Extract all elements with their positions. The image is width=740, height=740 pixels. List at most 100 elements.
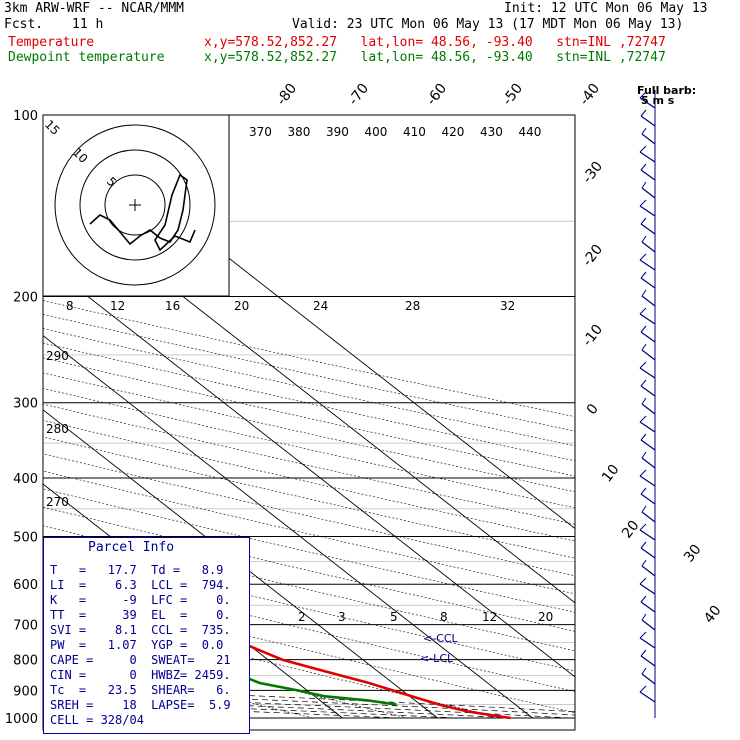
temperature-tick-label: -80 [274, 81, 301, 109]
wind-barb-flag [639, 577, 647, 585]
wind-barb-flag [640, 541, 647, 549]
temperature-tick-label: 20 [619, 518, 643, 542]
wind-barb [641, 511, 656, 523]
theta-label: 430 [480, 125, 503, 139]
wind-barb [640, 223, 656, 235]
temperature-tick-label: -60 [424, 81, 451, 109]
theta-left-label: 290 [46, 349, 69, 363]
parcel-row: CIN = 0 HWBZ= 2459. [50, 668, 231, 682]
theta-label: 410 [403, 125, 426, 139]
wind-barb [639, 259, 656, 271]
wind-barb-flag [641, 451, 647, 459]
hodograph-ring [79, 149, 191, 261]
wind-barb-flag [639, 361, 647, 369]
wind-barb [641, 241, 656, 253]
theta-label: 440 [519, 125, 542, 139]
mixing-ratio-label: 20 [538, 610, 553, 624]
temperature-tick-label: -20 [580, 242, 607, 270]
parcel-info-title: Parcel Info [88, 540, 175, 555]
wind-barb-flag [641, 397, 647, 405]
wind-barb-flag [640, 109, 647, 117]
wind-barb-flag [639, 685, 647, 693]
mixing-ratio-label: 2 [298, 610, 306, 624]
wind-barb [640, 439, 656, 451]
theta-label: 400 [365, 125, 388, 139]
wind-barb-flag [641, 505, 647, 513]
hodograph-ring [104, 174, 166, 236]
mixing-ratio-label: 8 [66, 299, 74, 313]
pressure-tick-label: 100 [13, 109, 38, 124]
wind-barb [640, 277, 656, 289]
wind-barb [641, 457, 656, 469]
wind-barb-flag [641, 181, 647, 189]
theta-left-label: 280 [46, 422, 69, 436]
wind-barb [639, 421, 656, 433]
wind-barb-flag [639, 523, 647, 531]
dry-adiabat-line [43, 506, 575, 632]
temperature-tick-label: -70 [346, 81, 373, 109]
wind-barb-flag [639, 469, 647, 477]
isotherm-line [43, 409, 438, 719]
parcel-row: CAPE = 0 SWEAT= 21 [50, 653, 231, 667]
wind-barb-flag [640, 217, 647, 225]
pressure-tick-label: 700 [13, 619, 38, 634]
pressure-tick-label: 900 [13, 684, 38, 699]
wind-barb [640, 115, 656, 127]
mixing-ratio-label: 12 [110, 299, 125, 313]
parcel-row: TT = 39 EL = 0. [50, 608, 231, 622]
wind-barb-flag [641, 667, 647, 675]
wind-barb [641, 187, 656, 199]
parcel-row: SVI = 8.1 CCL = 735. [50, 623, 231, 637]
parcel-row: T = 17.7 Td = 8.9 [50, 563, 224, 577]
wind-barb-flag [639, 199, 647, 207]
dry-adiabat-line [43, 605, 503, 719]
pressure-tick-label: 800 [13, 654, 38, 669]
wind-barb [639, 97, 656, 109]
temperature-tick-label: -50 [500, 81, 527, 109]
wind-barb-flag [640, 649, 647, 657]
temperature-location: x,y=578.52,852.27 lat,lon= 48.56, -93.40… [204, 35, 666, 50]
temperature-tick-label: -30 [580, 159, 607, 187]
wind-barb [641, 619, 656, 631]
wind-barb-legend: Full barb: [637, 84, 696, 97]
wind-barb [640, 169, 656, 181]
wind-barb [640, 331, 656, 343]
wind-barb [639, 367, 656, 379]
mixing-ratio-label: 3 [338, 610, 346, 624]
dry-adiabat-line [43, 342, 575, 462]
pressure-tick-label: 400 [13, 472, 38, 487]
isotherm-line [43, 335, 533, 719]
theta-left-label: 270 [46, 495, 69, 509]
parcel-row: K = -9 LFC = 0. [50, 593, 231, 607]
wind-barb-flag [639, 415, 647, 423]
wind-barb-flag [639, 307, 647, 315]
wind-barb [641, 673, 656, 685]
parcel-row: SREH = 18 LAPSE= 5.9 [50, 698, 231, 712]
wind-barb-flag [641, 289, 647, 297]
wind-barb [641, 349, 656, 361]
wind-barb-flag [640, 271, 647, 279]
model-title: 3km ARW-WRF -- NCAR/MMM [4, 1, 185, 16]
theta-label: 380 [288, 125, 311, 139]
wind-barb-flag [640, 163, 647, 171]
theta-label: 390 [326, 125, 349, 139]
wind-barb [640, 385, 656, 397]
ccl-label: <-CCL [423, 632, 459, 645]
wind-barb-flag [639, 91, 647, 99]
temperature-tick-label: 30 [681, 542, 705, 566]
wind-barb [639, 637, 656, 649]
hodograph-ring [54, 124, 216, 286]
wind-barb-flag [640, 433, 647, 441]
mixing-ratio-label: 8 [440, 610, 448, 624]
pressure-tick-label: 300 [13, 397, 38, 412]
parcel-row: CELL = 328/04 [50, 713, 144, 727]
isotherm-line [43, 260, 575, 678]
dry-adiabat-line [43, 584, 575, 714]
temperature-profile-line [43, 567, 511, 720]
parcel-row: PW = 1.07 YGP = 0.0 [50, 638, 224, 652]
theta-label: 420 [442, 125, 465, 139]
theta-label: 370 [249, 125, 272, 139]
wind-barb-flag [639, 253, 647, 261]
wind-barb-flag [641, 127, 647, 135]
wind-barb-flag [640, 595, 647, 603]
